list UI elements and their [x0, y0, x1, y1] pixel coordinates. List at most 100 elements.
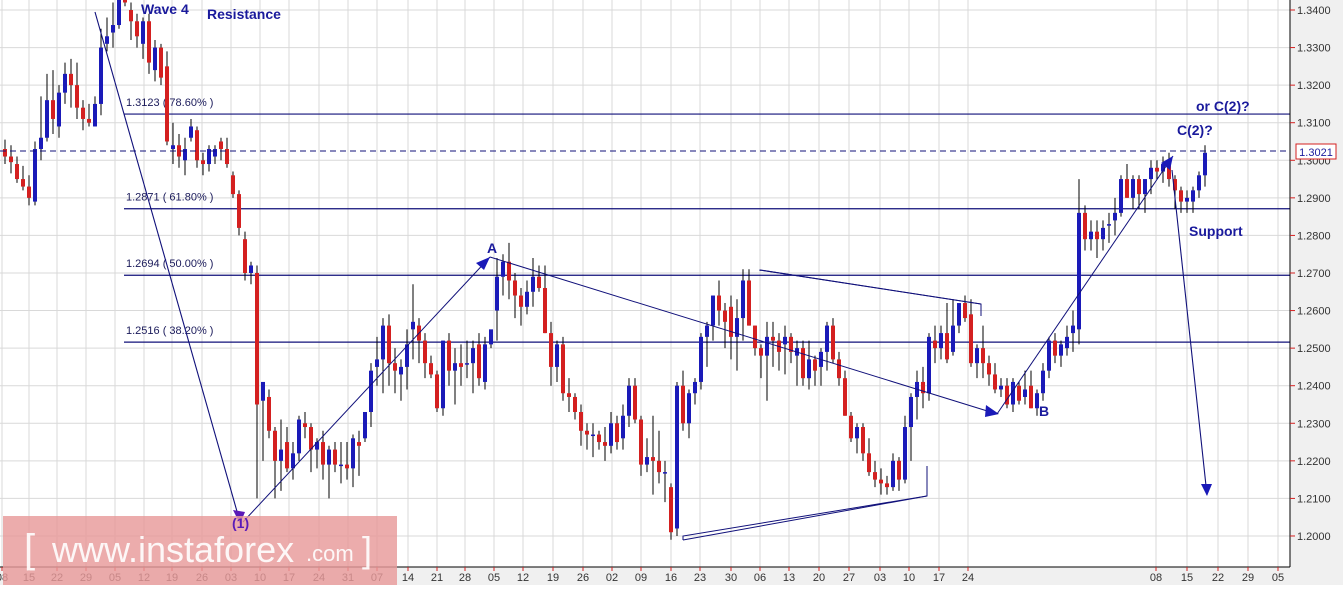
bull-candle — [1065, 336, 1069, 349]
bear-candle — [273, 430, 277, 461]
bear-candle — [69, 73, 73, 86]
bear-candle — [729, 306, 733, 337]
arrow-head-icon — [985, 405, 999, 417]
bull-candle — [405, 344, 409, 367]
bull-candle — [525, 291, 529, 307]
bull-candle — [249, 265, 253, 273]
bear-candle — [537, 276, 541, 289]
bull-candle — [57, 92, 61, 127]
bull-candle — [693, 381, 697, 394]
bull-candle — [699, 336, 703, 382]
bull-candle — [1035, 393, 1039, 409]
bear-candle — [597, 434, 601, 443]
bear-candle — [1017, 385, 1021, 401]
bull-candle — [975, 348, 979, 364]
bear-candle — [987, 363, 991, 375]
bear-candle — [147, 21, 151, 63]
bear-candle — [633, 385, 637, 420]
bear-candle — [9, 156, 13, 163]
bear-candle — [573, 396, 577, 412]
bear-candle — [333, 449, 337, 465]
bull-candle — [141, 21, 145, 44]
bull-candle — [99, 47, 103, 104]
bull-candle — [1131, 179, 1135, 198]
watermark-domain: .com — [306, 541, 354, 566]
wave-or-c2-label: or C(2)? — [1196, 98, 1250, 114]
bull-candle — [999, 385, 1003, 390]
date-tick-label: 16 — [665, 572, 677, 584]
bull-candle — [153, 47, 157, 71]
bull-candle — [1011, 381, 1015, 405]
arrow-down-icon — [1201, 484, 1212, 496]
bull-candle — [213, 149, 217, 157]
current-price-badge — [1295, 143, 1337, 160]
bear-candle — [135, 21, 139, 37]
bull-candle — [369, 370, 373, 412]
bull-candle — [315, 442, 319, 450]
bull-candle — [609, 423, 613, 446]
bear-candle — [1167, 164, 1171, 180]
bull-candle — [1041, 370, 1045, 394]
price-tick-label: 1.2500 — [1297, 343, 1331, 355]
bear-candle — [651, 457, 655, 461]
bear-candle — [933, 340, 937, 349]
bull-candle — [705, 325, 709, 337]
wave-b-label: B — [1039, 403, 1049, 419]
bear-candle — [21, 179, 25, 187]
bear-candle — [639, 419, 643, 465]
price-tick-label: 1.2900 — [1297, 193, 1331, 205]
price-tick-label: 1.2400 — [1297, 381, 1331, 393]
bear-candle — [165, 66, 169, 142]
date-tick-label: 22 — [1212, 572, 1224, 584]
bull-candle — [171, 145, 175, 150]
price-tick-label: 1.2200 — [1297, 456, 1331, 468]
wave-a-label: A — [487, 240, 497, 256]
bull-candle — [909, 396, 913, 428]
date-tick-label: 10 — [903, 572, 915, 584]
bear-candle — [723, 310, 727, 322]
bear-candle — [159, 47, 163, 78]
arrow-head-icon — [1161, 156, 1173, 170]
bull-candle — [411, 321, 415, 330]
bear-candle — [897, 460, 901, 480]
bull-candle — [39, 137, 43, 150]
date-tick-label: 06 — [754, 572, 766, 584]
bear-candle — [129, 10, 133, 22]
bear-candle — [867, 453, 871, 473]
bear-candle — [771, 336, 775, 341]
bear-candle — [1137, 179, 1141, 195]
price-tick-label: 1.3200 — [1297, 80, 1331, 92]
bull-candle — [1113, 212, 1117, 221]
bull-candle — [501, 261, 505, 277]
bull-candle — [105, 36, 109, 44]
bull-candle — [765, 336, 769, 356]
bull-candle — [261, 381, 265, 401]
bull-candle — [1185, 197, 1189, 202]
bear-candle — [15, 164, 19, 180]
bear-candle — [201, 160, 205, 165]
bull-candle — [441, 340, 445, 409]
date-tick-label: 09 — [635, 572, 647, 584]
bear-candle — [1005, 385, 1009, 405]
bear-candle — [567, 393, 571, 397]
bear-candle — [813, 359, 817, 371]
bear-candle — [969, 314, 973, 364]
bull-candle — [687, 393, 691, 424]
bear-candle — [759, 348, 763, 356]
bear-candle — [1095, 231, 1099, 240]
bear-candle — [873, 472, 877, 480]
date-tick-label: 08 — [1150, 572, 1162, 584]
date-tick-label: 29 — [1242, 572, 1254, 584]
bear-candle — [1083, 212, 1087, 240]
date-tick-label: 13 — [783, 572, 795, 584]
watermark-banner — [3, 516, 397, 585]
watermark-bracket-close: ] — [362, 529, 372, 570]
bear-candle — [849, 415, 853, 439]
bear-candle — [981, 348, 985, 364]
bear-candle — [843, 378, 847, 416]
bull-candle — [531, 276, 535, 292]
bear-candle — [231, 175, 235, 195]
bull-candle — [291, 453, 295, 469]
wave-trendlines — [94, 11, 1212, 541]
bull-candle — [453, 363, 457, 371]
